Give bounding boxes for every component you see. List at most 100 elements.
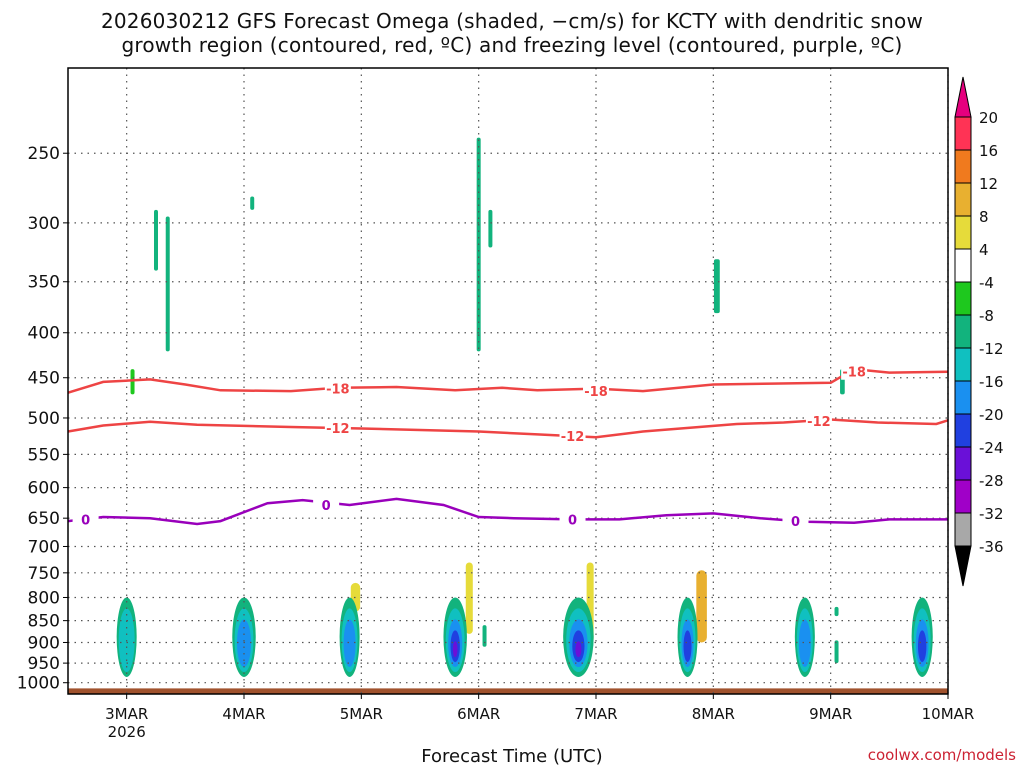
- omega-rising-patch-25: [846, 540, 851, 603]
- contour-label-dgz_minus18-0: -18: [326, 383, 350, 398]
- omega-blob-7-level-3: [917, 630, 927, 663]
- contour-label-freezing_0-2: 0: [568, 513, 577, 528]
- omega-rising-patch-2: [138, 247, 143, 411]
- contour-label-dgz_minus18-2: -18: [842, 366, 866, 381]
- omega-sinking-patch-10: [834, 640, 839, 664]
- colorbar-swatch-0: [954, 116, 972, 151]
- omega-rising-patch-19: [681, 313, 687, 328]
- colorbar-label-7: -12: [979, 340, 1004, 358]
- x-tick-label-2: 5MAR: [340, 705, 383, 723]
- omega-rising-patch-21: [781, 168, 791, 361]
- plot-background: [68, 68, 948, 694]
- omega-rising-patch-23: [805, 562, 810, 603]
- contour-label-bg-freezing_0-3: [782, 513, 809, 530]
- x-tick-label-0: 3MAR: [105, 705, 148, 723]
- colorbar-swatch-9: [954, 413, 972, 448]
- x-tick-label-6: 9MAR: [809, 705, 852, 723]
- omega-blob-3-level-4: [452, 641, 458, 658]
- y-tick-label-0: 250: [28, 144, 60, 164]
- colorbar-swatch-5: [954, 281, 972, 316]
- y-tick-label-14: 950: [28, 654, 60, 674]
- colorbar-label-3: 8: [979, 208, 989, 226]
- contour-label-bg-dgz_minus18-2: [841, 363, 868, 380]
- omega-rising-patch-18: [720, 592, 730, 607]
- omega-rising-patch-12: [486, 402, 491, 578]
- colorbar-label-11: -28: [979, 472, 1004, 490]
- contour-label-bg-freezing_0-2: [559, 511, 586, 528]
- omega-sinking-patch-7: [713, 259, 720, 314]
- x-year-label: 2026: [108, 723, 146, 741]
- colorbar-label-5: -4: [979, 274, 994, 292]
- omega-blob-1-level-2: [236, 619, 252, 668]
- omega-blob-6-level-2: [798, 619, 811, 668]
- contour-label-bg-dgz_minus18-1: [583, 383, 609, 400]
- x-tick-label-4: 7MAR: [574, 705, 617, 723]
- colorbar-swatch-10: [954, 446, 972, 481]
- contour-label-dgz_minus12-0: -12: [326, 422, 350, 437]
- colorbar-label-4: 4: [979, 241, 989, 259]
- omega-rising-patch-8: [376, 625, 381, 641]
- omega-rising-patch-4: [220, 327, 225, 378]
- y-tick-label-6: 550: [28, 445, 60, 465]
- x-tick-label-1: 4MAR: [222, 705, 265, 723]
- omega-sinking-patch-6: [482, 625, 487, 647]
- colorbar-swatch-3: [954, 215, 972, 250]
- colorbar-label-1: 16: [979, 142, 998, 160]
- y-tick-label-7: 600: [28, 479, 60, 499]
- contour-label-bg-dgz_minus12-1: [559, 427, 586, 444]
- omega-rising-patch-14: [603, 461, 608, 513]
- omega-sinking-patch-5: [488, 209, 493, 248]
- x-tick-label-7: 10MAR: [922, 705, 975, 723]
- omega-rising-patch-17: [696, 570, 707, 643]
- colorbar-swatch-8: [954, 380, 972, 415]
- omega-rising-patch-0: [77, 68, 87, 197]
- omega-blob-5-level-3: [683, 630, 692, 663]
- contour-label-freezing_0-3: 0: [791, 515, 800, 530]
- y-tick-label-15: 1000: [17, 674, 60, 694]
- colorbar-top-triangle: [954, 76, 972, 118]
- omega-sinking-patch-9: [834, 606, 839, 617]
- omega-rising-patch-16: [601, 302, 606, 370]
- colorbar-label-6: -8: [979, 307, 994, 325]
- ground-terrain: [68, 688, 948, 694]
- contour-label-dgz_minus12-2: -12: [807, 415, 831, 430]
- contour-label-bg-dgz_minus18-0: [324, 380, 351, 397]
- contour-label-bg-freezing_0-1: [313, 497, 340, 514]
- y-tick-label-4: 450: [28, 369, 60, 389]
- x-axis-label: Forecast Time (UTC): [421, 746, 603, 767]
- contour-label-dgz_minus18-1: -18: [584, 385, 608, 400]
- y-tick-label-12: 850: [28, 612, 60, 632]
- omega-rising-patch-26: [940, 292, 945, 418]
- omega-sinking-patch-2: [165, 216, 170, 352]
- y-tick-label-5: 500: [28, 409, 60, 429]
- omega-sinking-patch-0: [130, 369, 135, 395]
- omega-rising-patch-10: [465, 562, 473, 634]
- contour-label-bg-dgz_minus12-0: [324, 419, 351, 436]
- colorbar-swatch-11: [954, 479, 972, 514]
- colorbar-label-2: 12: [979, 175, 998, 193]
- colorbar-swatch-4: [954, 248, 972, 283]
- omega-rising-patch-3: [176, 297, 183, 370]
- omega-rising-patch-24: [849, 450, 854, 482]
- y-tick-label-9: 700: [28, 537, 60, 557]
- omega-rising-patch-11: [499, 587, 506, 612]
- colorbar-swatch-7: [954, 347, 972, 382]
- contour-label-bg-freezing_0-0: [72, 511, 99, 528]
- omega-blob-4-level-4: [575, 641, 582, 658]
- contour-label-dgz_minus12-1: -12: [561, 430, 585, 445]
- omega-rising-patch-1: [103, 137, 108, 223]
- credit-link[interactable]: coolwx.com/models: [867, 746, 1016, 764]
- colorbar-label-10: -24: [979, 439, 1004, 457]
- x-tick-label-3: 6MAR: [457, 705, 500, 723]
- colorbar-label-12: -32: [979, 505, 1004, 523]
- chart-title-line1: 2026030212 GFS Forecast Omega (shaded, −…: [100, 9, 924, 33]
- contour-label-freezing_0-1: 0: [322, 499, 331, 514]
- omega-sinking-patch-1: [154, 209, 158, 271]
- plot-frame: [67, 67, 949, 695]
- omega-rising-patch-5: [288, 137, 293, 176]
- contour-label-bg-dgz_minus12-2: [805, 413, 832, 430]
- colorbar-label-9: -20: [979, 406, 1004, 424]
- contour-dgz_minus18: [67, 367, 949, 394]
- omega-blob-2-level-2: [343, 619, 356, 668]
